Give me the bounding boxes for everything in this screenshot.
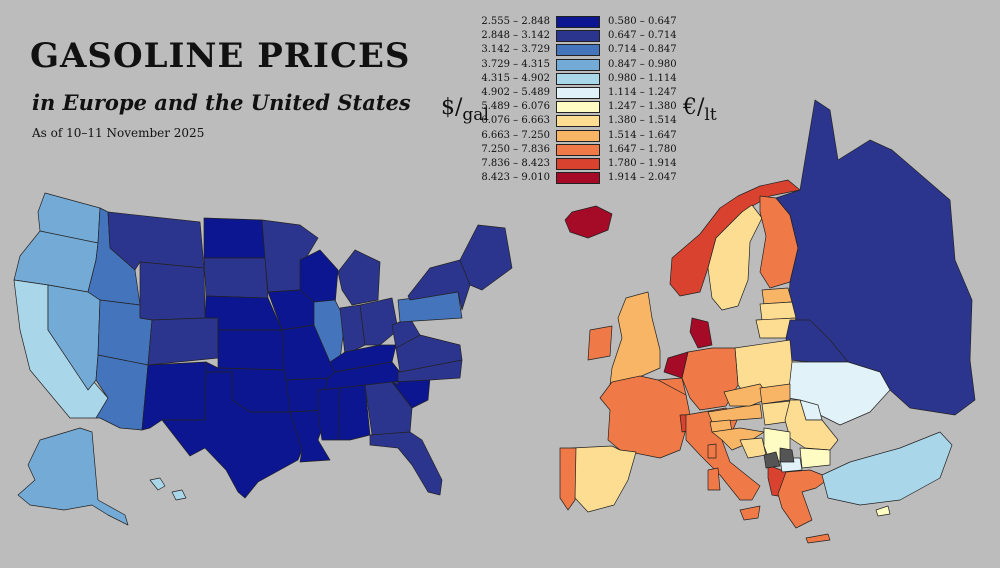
- region-czechia: [723, 383, 771, 407]
- legend-usd-range: 8.423 – 9.010: [481, 172, 550, 184]
- region-alaska: [17, 427, 129, 526]
- region-alabama: [337, 384, 371, 441]
- legend-swatch: [556, 58, 600, 71]
- region-sicily: [739, 505, 761, 521]
- region-bulgaria: [799, 447, 831, 469]
- region-texas: [161, 371, 303, 499]
- legend-eur-range: 1.647 – 1.780: [608, 143, 677, 155]
- region-sweden: [707, 204, 763, 311]
- legend-eur-range: 1.114 – 1.247: [608, 87, 677, 98]
- legend-usd-range: 7.250 – 7.836: [481, 143, 550, 155]
- legend-swatch: [556, 101, 600, 114]
- usd-unit-symbol: $: [441, 95, 455, 120]
- legend-eur-range: 0.847 – 0.980: [608, 58, 677, 70]
- region-spain: [571, 445, 637, 513]
- region-new-england: [459, 224, 513, 291]
- legend-usd-range: 6.076 – 6.663: [481, 115, 550, 127]
- region-georgia: [364, 381, 413, 436]
- region-france: [599, 375, 691, 459]
- region-portugal: [559, 447, 577, 511]
- region-hawaii: [149, 477, 187, 501]
- region-united-kingdom: [609, 291, 661, 386]
- page-title: GASOLINE PRICES: [30, 36, 411, 76]
- legend-eur-range: 1.247 – 1.380: [608, 101, 677, 113]
- legend-swatch: [556, 143, 600, 156]
- legend-eur-range: 1.380 – 1.514: [608, 115, 677, 127]
- eur-unit-symbol: €: [683, 95, 697, 120]
- legend-swatch: [556, 16, 600, 28]
- region-kansas: [217, 329, 285, 371]
- eur-unit-label: €/lt: [683, 95, 717, 125]
- usd-unit-label: $/gal: [441, 95, 489, 125]
- region-turkey: [821, 431, 953, 506]
- region-new-york: [407, 259, 471, 311]
- region-ohio: [359, 297, 399, 346]
- legend-swatch: [556, 129, 600, 142]
- region-norway: [669, 179, 801, 297]
- region-germany: [681, 347, 739, 411]
- usd-unit-denominator: gal: [462, 105, 489, 125]
- legend-swatch: [556, 44, 600, 57]
- legend-eur-range: 1.514 – 1.647: [608, 129, 677, 141]
- page-subtitle: in Europe and the United States: [32, 90, 411, 115]
- legend-swatch: [556, 172, 600, 185]
- region-greece: [777, 469, 831, 529]
- legend-usd-range: 4.315 – 4.902: [481, 72, 550, 84]
- legend-eur-range: 1.780 – 1.914: [608, 158, 677, 169]
- region-idaho: [87, 207, 141, 306]
- region-bosnia: [739, 437, 767, 459]
- eur-unit-denominator: lt: [704, 105, 717, 125]
- region-austria: [707, 403, 763, 423]
- legend-eur-range: 1.914 – 2.047: [608, 172, 677, 184]
- region-michigan: [337, 249, 381, 306]
- region-crete: [805, 533, 831, 544]
- legend-usd-range: 2.555 – 2.848: [481, 16, 550, 27]
- region-corsica: [707, 443, 717, 459]
- region-south-dakota: [203, 257, 269, 299]
- legend-swatch: [556, 158, 600, 170]
- region-north-dakota: [203, 217, 266, 259]
- region-no-data: [763, 451, 781, 469]
- region-sardinia: [707, 467, 721, 491]
- legend-usd-range: 4.902 – 5.489: [481, 87, 550, 98]
- region-estonia: [761, 287, 793, 305]
- legend-usd-range: 7.836 – 8.423: [481, 158, 550, 169]
- region-wyoming: [139, 261, 206, 321]
- region-arizona: [95, 354, 149, 431]
- legend-eur-range: 0.647 – 0.714: [608, 30, 677, 42]
- legend-eur-range: 0.714 – 0.847: [608, 44, 677, 56]
- legend-swatch: [556, 30, 600, 43]
- region-romania: [784, 399, 839, 451]
- legend-usd-range: 3.729 – 4.315: [481, 58, 550, 70]
- region-no-data: [779, 447, 795, 463]
- legend-eur-range: 0.980 – 1.114: [608, 72, 677, 84]
- legend-usd-range: 2.848 – 3.142: [481, 30, 550, 42]
- region-ireland: [587, 325, 613, 361]
- region-cyprus: [875, 505, 891, 517]
- legend-swatch: [556, 72, 600, 85]
- legend-eur-range: 0.580 – 0.647: [608, 16, 677, 27]
- legend-swatch: [556, 87, 600, 99]
- region-mississippi: [317, 387, 341, 441]
- region-latvia: [759, 301, 797, 321]
- region-colorado: [147, 317, 219, 366]
- legend-usd-range: 5.489 – 6.076: [481, 101, 550, 113]
- map-regions: [13, 99, 976, 544]
- region-denmark: [689, 317, 713, 349]
- as-of-date: As of 10–11 November 2025: [32, 126, 205, 140]
- legend-swatch: [556, 115, 600, 128]
- region-iceland: [564, 205, 613, 239]
- region-florida: [369, 431, 443, 496]
- legend-usd-range: 3.142 – 3.729: [481, 44, 550, 56]
- legend-usd-range: 6.663 – 7.250: [481, 129, 550, 141]
